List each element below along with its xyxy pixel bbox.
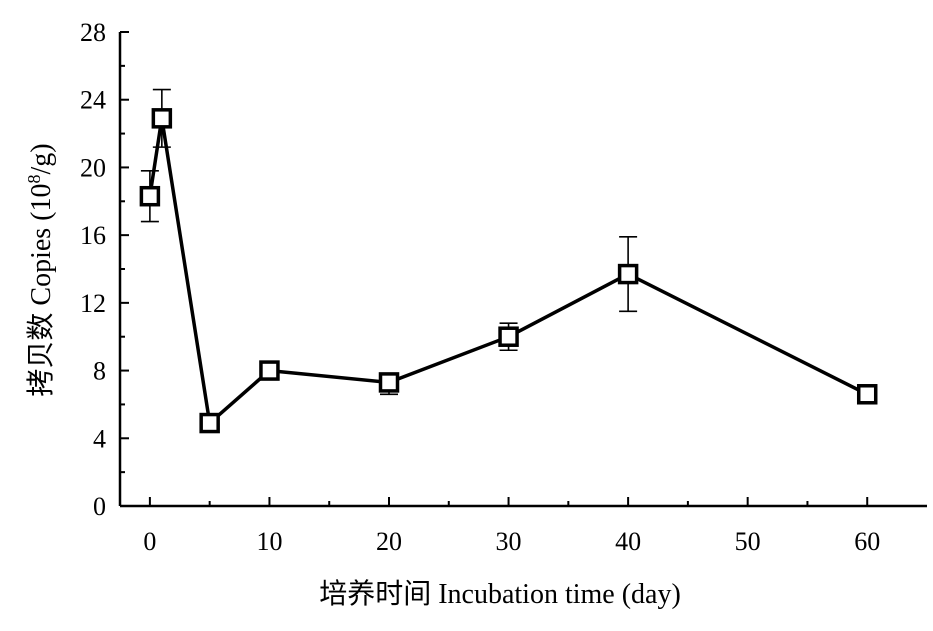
data-point-marker [199,412,220,434]
ticks: 0 4 8 12 16 20 24 28 0 10 20 30 40 50 60 [80,18,880,556]
x-tick-label: 10 [256,527,282,556]
y-axis-title: 拷贝数 Copies (108/g) [24,143,57,396]
y-tick-label: 0 [93,492,106,521]
x-tick-label: 20 [376,527,402,556]
y-tick-label: 16 [80,221,106,250]
data-point-marker [151,108,173,129]
y-axis-title-sup: 8 [24,175,44,184]
axes [118,32,927,508]
y-tick-label: 12 [80,289,106,318]
x-tick-label: 40 [615,527,641,556]
series-line [148,116,868,425]
data-point-marker [378,372,400,393]
x-tick-label: 0 [143,527,156,556]
x-tick-label: 30 [496,527,522,556]
series [139,88,878,434]
x-axis-title: 培养时间 Incubation time (day) [319,578,681,610]
y-axis-title-prefix: 拷贝数 Copies (10 [25,184,57,397]
y-tick-label: 8 [93,357,106,386]
y-tick-label: 4 [93,424,106,453]
y-axis-title-suffix: /g) [26,143,57,174]
data-point-marker [139,185,161,207]
data-point-marker [498,326,519,347]
y-tick-label: 24 [80,86,106,115]
y-tick-label: 28 [80,18,106,47]
data-point-marker [617,263,639,285]
x-tick-label: 60 [854,527,880,556]
data-point-marker [259,360,280,381]
data-point-marker [856,384,878,405]
x-tick-label: 50 [735,527,761,556]
y-tick-label: 20 [80,153,106,182]
